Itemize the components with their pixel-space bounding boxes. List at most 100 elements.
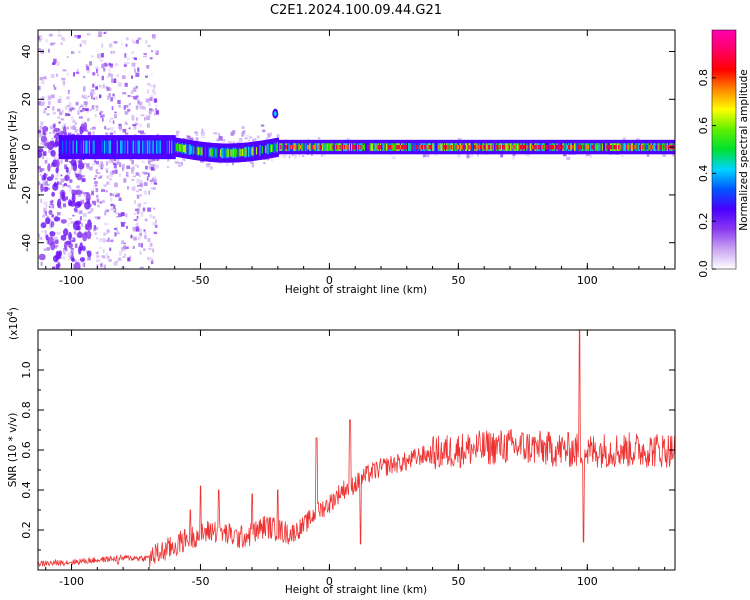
spectrogram-noise-cell <box>106 229 110 233</box>
spectrogram-noise-cell <box>94 66 99 69</box>
spectrogram-noise-cell <box>68 161 72 163</box>
spectrogram-noise-cell <box>89 203 93 206</box>
spectrogram-band-cell <box>165 135 168 160</box>
spectrogram-noise-cell <box>39 134 43 138</box>
spectrogram-noise-cell <box>108 259 112 262</box>
spectrogram-noise-cell <box>123 266 126 269</box>
spectrogram-peak-cell <box>553 145 556 150</box>
spectrogram-noise-cell <box>133 126 137 130</box>
spectrogram-noise-cell <box>288 155 291 159</box>
spectrogram-peak-cell <box>373 145 376 150</box>
spectrogram-band-cell <box>382 143 385 152</box>
spectrogram-noise-cell <box>99 238 102 242</box>
spectrogram-blob <box>85 223 93 231</box>
spectrogram-noise-cell <box>44 159 48 164</box>
spectrogram-noise-cell <box>94 114 97 118</box>
spectrogram-band-cell <box>529 143 533 151</box>
spectrogram-noise-cell <box>79 169 82 173</box>
spectrogram-noise-cell <box>78 116 83 119</box>
spectrogram-band-cell <box>376 143 379 151</box>
spectrogram-noise-cell <box>147 123 151 127</box>
spectrogram-noise-cell <box>141 171 145 174</box>
spectrogram-noise-cell <box>102 256 106 259</box>
spectrogram-noise-cell <box>57 34 62 37</box>
spectrogram-peak-cell <box>514 145 517 150</box>
spectrogram-band-cell <box>242 148 245 157</box>
spectrogram-blob <box>52 123 56 129</box>
spectrogram-noise-cell <box>126 62 130 65</box>
spectrogram-noise-cell <box>108 119 112 123</box>
spectrogram-noise-cell <box>143 53 147 55</box>
spectrogram-noise-cell <box>147 83 151 86</box>
spectrogram-noise-cell <box>122 256 126 258</box>
spectrogram-noise-cell <box>44 107 47 110</box>
spectrogram-blob <box>86 250 92 258</box>
spectrogram-band-cell <box>137 140 140 154</box>
spectrogram-noise-cell <box>92 188 94 192</box>
spectrogram-noise-cell <box>61 256 66 260</box>
spectrogram-noise-cell <box>422 153 427 158</box>
spectrogram-band-cell <box>164 135 167 160</box>
spectrogram-noise-cell <box>63 247 65 253</box>
spectrogram-noise-cell <box>148 190 151 195</box>
spectrogram-band-cell <box>64 135 67 160</box>
spectrogram-noise-cell <box>145 40 148 44</box>
spectrogram-noise-cell <box>105 85 108 90</box>
spectrogram-noise-cell <box>119 173 121 178</box>
spectrogram-noise-cell <box>249 161 254 164</box>
spectrogram-noise-cell <box>118 162 122 168</box>
spectrogram-peak-cell <box>308 145 311 150</box>
spectrogram-noise-cell <box>140 234 142 239</box>
spectrogram-noise-cell <box>65 248 68 252</box>
spectrogram-noise-cell <box>87 117 90 122</box>
spectrogram-frame <box>37 29 676 270</box>
spectrogram-noise-cell <box>110 198 113 202</box>
spectrogram-band-cell <box>58 135 61 160</box>
spectrogram-noise-cell <box>49 132 52 134</box>
spectrogram-blob <box>74 220 82 225</box>
spectrogram-noise-cell <box>82 213 87 217</box>
spectrogram-blob <box>55 263 61 268</box>
spectrogram-noise-cell <box>99 176 102 179</box>
spectrogram-band-cell <box>112 135 115 160</box>
spectrogram-band-cell <box>221 147 224 159</box>
spectrogram-noise-cell <box>223 139 225 141</box>
spectrogram-noise-cell <box>49 200 53 203</box>
spectrogram-band-cell <box>368 139 371 155</box>
spectrogram-noise-cell <box>138 130 141 133</box>
spectrogram-noise-cell <box>457 138 462 140</box>
spectrogram-noise-cell <box>65 113 69 117</box>
spectrogram-noise-cell <box>83 162 87 165</box>
spectrogram-noise-cell <box>146 65 150 69</box>
spectrogram-noise-cell <box>113 157 117 162</box>
spectrogram-peak-cell <box>562 145 565 150</box>
spectrogram-noise-cell <box>92 131 95 136</box>
spectrogram-noise-cell <box>116 63 119 66</box>
spectrogram-noise-cell <box>95 86 98 90</box>
spectrogram-noise-cell <box>135 95 139 98</box>
spectrogram-noise-cell <box>126 165 130 169</box>
spectrogram-noise-cell <box>135 172 140 176</box>
spectrogram-noise-cell <box>106 253 108 256</box>
spectrogram-noise-cell <box>122 75 126 80</box>
spectrogram-peak-cell <box>397 145 400 150</box>
spectrogram-noise-cell <box>97 204 100 208</box>
spectrogram-noise-cell <box>123 242 126 245</box>
spectrogram-noise-cell <box>109 63 114 66</box>
spectrogram-noise-cell <box>177 163 182 166</box>
spectrogram-noise-cell <box>133 87 137 92</box>
spectrogram-noise-cell <box>102 249 105 254</box>
spectrogram-noise-cell <box>144 172 148 175</box>
spectrogram-band-cell <box>662 143 665 151</box>
spectrogram-noise-cell <box>257 135 260 139</box>
spectrogram-band-cell <box>623 143 627 152</box>
spectrogram-noise-cell <box>92 83 95 88</box>
spectrogram-band-cell <box>181 144 184 153</box>
spectrogram-peak-cell <box>534 145 537 150</box>
spectrogram-band-cell <box>297 143 300 151</box>
spectrogram-band-cell <box>302 143 305 151</box>
spectrogram-blob <box>47 163 51 172</box>
spectrogram-noise-cell <box>108 67 111 72</box>
spectrogram-noise-cell <box>139 105 144 109</box>
spectrogram-blob <box>64 174 70 182</box>
